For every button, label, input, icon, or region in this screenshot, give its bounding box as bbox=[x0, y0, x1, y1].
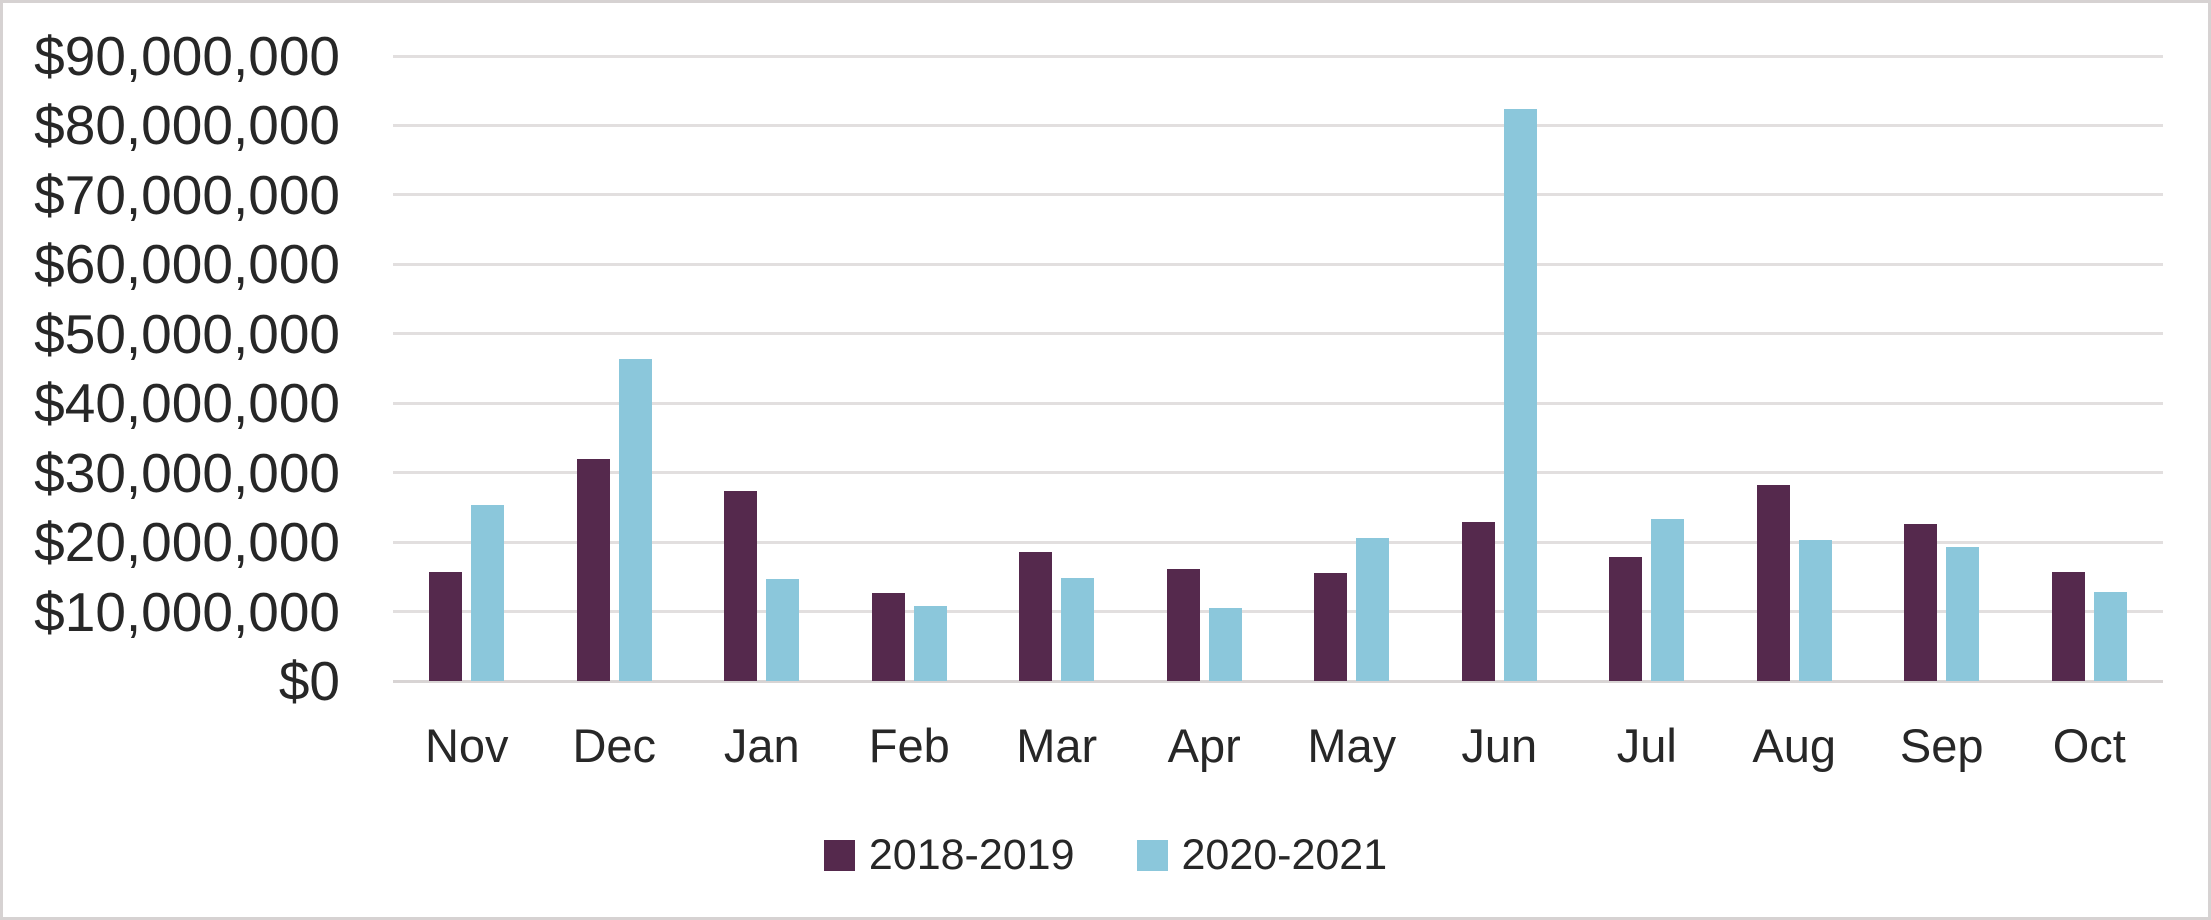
x-category-label-aug: Aug bbox=[1752, 719, 1837, 772]
bar-2020-2021-nov bbox=[471, 504, 505, 681]
gridline bbox=[393, 401, 2163, 405]
bar-2020-2021-jul bbox=[1651, 519, 1685, 681]
bar-2018-2019-oct bbox=[2051, 571, 2085, 681]
gridline bbox=[393, 193, 2163, 197]
bar-2020-2021-feb bbox=[913, 606, 947, 681]
bar-2020-2021-dec bbox=[618, 358, 652, 681]
x-category-label-jul: Jul bbox=[1616, 719, 1677, 772]
y-tick-label: $0 bbox=[278, 650, 340, 712]
x-category-label-jan: Jan bbox=[723, 719, 800, 772]
legend-swatch-icon bbox=[1136, 839, 1168, 871]
gridline bbox=[393, 332, 2163, 336]
x-category-label-feb: Feb bbox=[868, 719, 950, 772]
bar-2018-2019-jan bbox=[724, 490, 758, 681]
bar-2018-2019-nov bbox=[429, 571, 463, 681]
bar-2018-2019-jul bbox=[1609, 557, 1643, 681]
bar-2020-2021-may bbox=[1356, 537, 1390, 681]
y-tick-label: $60,000,000 bbox=[34, 233, 340, 296]
gridline bbox=[393, 540, 2163, 544]
bar-2018-2019-apr bbox=[1166, 569, 1200, 681]
gridline bbox=[393, 471, 2163, 475]
y-tick-label: $10,000,000 bbox=[34, 580, 340, 643]
bar-2020-2021-aug bbox=[1798, 540, 1832, 681]
x-category-label-mar: Mar bbox=[1016, 719, 1098, 772]
bar-2018-2019-aug bbox=[1756, 485, 1790, 681]
bar-2018-2019-may bbox=[1314, 572, 1348, 681]
bar-2018-2019-dec bbox=[576, 458, 610, 681]
legend-label: 2020-2021 bbox=[1181, 831, 1388, 879]
bar-2018-2019-mar bbox=[1019, 551, 1053, 681]
legend-swatch-icon bbox=[823, 839, 855, 871]
x-category-label-oct: Oct bbox=[2052, 719, 2126, 772]
y-tick-label: $90,000,000 bbox=[34, 25, 340, 87]
bar-2020-2021-oct bbox=[2093, 592, 2127, 681]
y-tick-label: $70,000,000 bbox=[34, 163, 340, 226]
legend-item-2020-2021: 2020-2021 bbox=[1136, 831, 1388, 879]
legend-item-2018-2019: 2018-2019 bbox=[823, 831, 1075, 879]
bar-2020-2021-jan bbox=[766, 578, 800, 681]
bar-2020-2021-apr bbox=[1208, 608, 1242, 681]
bar-2018-2019-feb bbox=[871, 592, 905, 681]
bar-2018-2019-jun bbox=[1461, 521, 1495, 681]
gridline bbox=[393, 262, 2163, 266]
bar-2020-2021-mar bbox=[1061, 577, 1095, 681]
gridline bbox=[393, 123, 2163, 127]
gridline bbox=[393, 54, 2163, 58]
bar-2020-2021-jun bbox=[1503, 109, 1537, 681]
x-category-label-dec: Dec bbox=[572, 719, 657, 772]
y-tick-label: $30,000,000 bbox=[34, 441, 340, 504]
legend-label: 2018-2019 bbox=[868, 831, 1075, 879]
x-category-label-sep: Sep bbox=[1899, 719, 1984, 772]
x-axis-line bbox=[393, 679, 2163, 683]
gridline bbox=[393, 610, 2163, 614]
x-category-label-may: May bbox=[1307, 719, 1397, 772]
x-category-label-apr: Apr bbox=[1167, 719, 1241, 772]
legend: 2018-2019 2020-2021 bbox=[3, 833, 2208, 877]
bar-2018-2019-sep bbox=[1904, 524, 1938, 681]
y-tick-label: $50,000,000 bbox=[34, 302, 340, 365]
y-tick-label: $80,000,000 bbox=[34, 94, 340, 157]
y-tick-label: $20,000,000 bbox=[34, 511, 340, 574]
x-category-label-nov: Nov bbox=[424, 719, 509, 772]
y-tick-label: $40,000,000 bbox=[34, 372, 340, 435]
bar-2020-2021-sep bbox=[1946, 546, 1980, 681]
x-category-label-jun: Jun bbox=[1461, 719, 1538, 772]
